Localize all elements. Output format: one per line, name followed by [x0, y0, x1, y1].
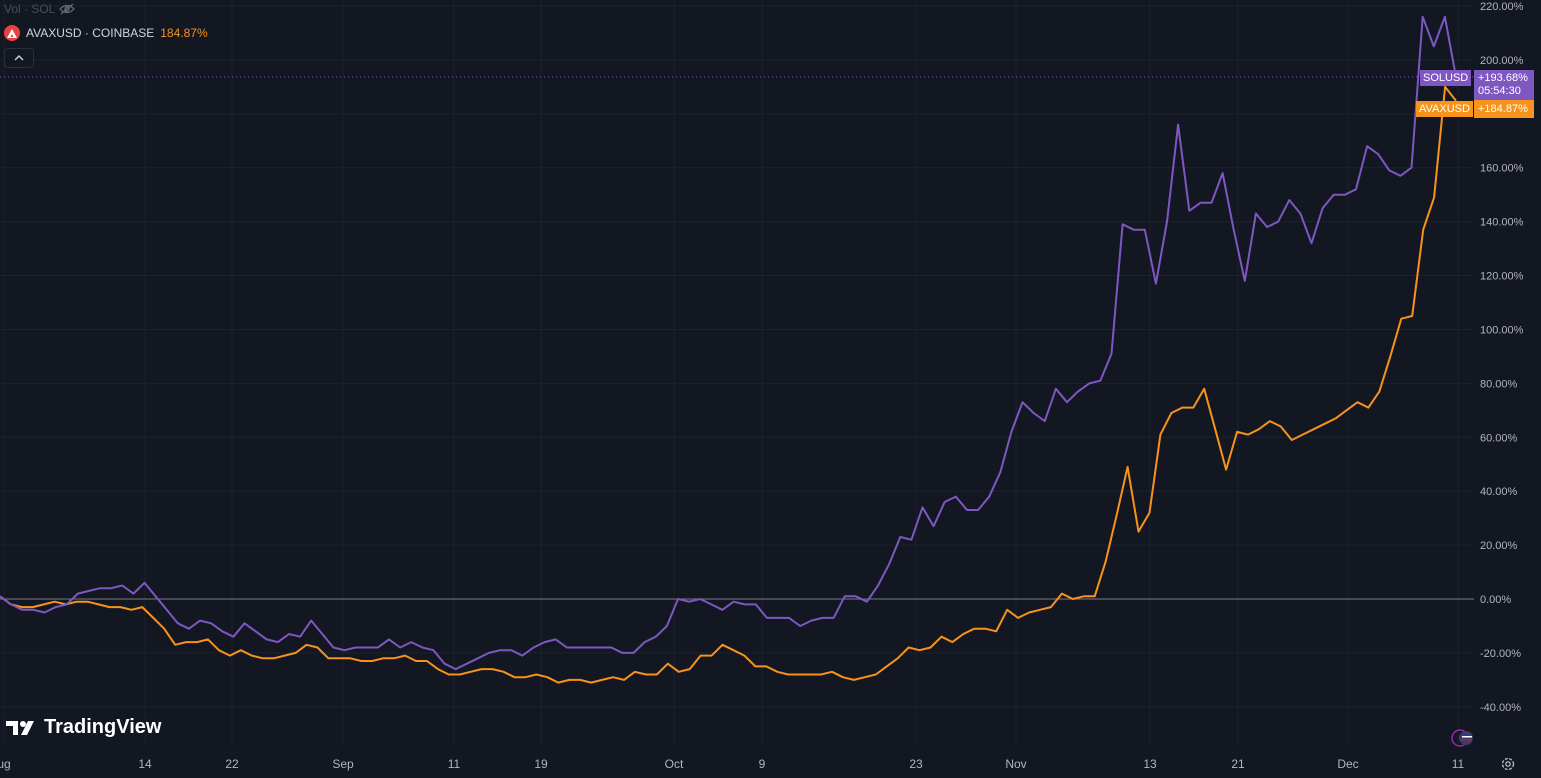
sol-value-label: +193.68% [1478, 72, 1528, 84]
symbol-legend[interactable]: AVAXUSD · COINBASE 184.87% [4, 25, 208, 41]
tradingview-brand[interactable]: TradingView [6, 716, 161, 739]
y-tick-label: 0.00% [1480, 594, 1511, 606]
x-tick-label: 14 [138, 757, 152, 771]
x-tick-label: Oct [665, 757, 684, 771]
y-tick-label: 160.00% [1480, 163, 1524, 175]
x-tick-label: 19 [534, 757, 548, 771]
x-tick-label: 23 [909, 757, 923, 771]
avax-logo-icon [4, 25, 20, 41]
y-tick-label: -20.00% [1480, 648, 1521, 660]
series-line-avaxusd[interactable] [0, 85, 1457, 684]
x-tick-label: 21 [1231, 757, 1245, 771]
chevron-up-icon [14, 55, 24, 61]
symbol-name: AVAXUSD · COINBASE [26, 26, 155, 40]
y-tick-label: 140.00% [1480, 217, 1524, 229]
x-axis[interactable]: ug 14 22 Sep 11 19 Oct 9 23 Nov 13 21 Dec 11 [0, 757, 1465, 771]
gear-icon[interactable] [1500, 756, 1516, 772]
y-tick-label: 40.00% [1480, 486, 1518, 498]
tradingview-logo-icon [6, 720, 34, 735]
x-tick-label: 9 [759, 757, 766, 771]
eye-crossed-icon[interactable] [59, 3, 76, 15]
x-tick-label: Nov [1005, 757, 1026, 771]
x-tick-label: 13 [1143, 757, 1157, 771]
x-tick-label: ug [0, 757, 11, 771]
avax-value-label: +184.87% [1478, 103, 1528, 115]
y-tick-label: 80.00% [1480, 378, 1518, 390]
y-tick-label: 220.00% [1480, 1, 1524, 13]
sol-symbol-label: SOLUSD [1423, 72, 1469, 84]
x-tick-label: Sep [332, 757, 354, 771]
avax-price-tag: +184.87% [1474, 100, 1534, 118]
sol-countdown-label: 05:54:30 [1478, 85, 1521, 97]
y-tick-label: 100.00% [1480, 324, 1524, 336]
x-tick-label: 11 [448, 757, 461, 771]
series-lines [0, 15, 1457, 684]
y-tick-label: 20.00% [1480, 540, 1518, 552]
flag-icon[interactable] [1450, 728, 1474, 748]
avax-symbol-label: AVAXUSD [1419, 103, 1470, 115]
avax-symbol-tag: AVAXUSD [1416, 101, 1473, 117]
collapse-legend-button[interactable] [4, 48, 34, 68]
y-tick-label: 200.00% [1480, 55, 1524, 67]
volume-legend: Vol · SOL [4, 2, 76, 16]
symbol-change: 184.87% [160, 26, 208, 40]
y-tick-label: 60.00% [1480, 432, 1518, 444]
x-tick-label: Dec [1337, 757, 1358, 771]
sol-price-tag: +193.68% 05:54:30 [1474, 70, 1534, 100]
x-tick-label: 22 [225, 757, 239, 771]
series-line-solusd[interactable] [0, 15, 1457, 671]
sol-symbol-tag: SOLUSD [1420, 70, 1472, 86]
grid-lines [0, 0, 1474, 745]
volume-label: Vol · SOL [4, 2, 56, 16]
y-tick-label: 120.00% [1480, 271, 1524, 283]
y-axis[interactable]: 220.00%200.00%180.00%160.00%140.00%120.0… [1480, 1, 1524, 714]
x-tick-label: 11 [1452, 757, 1465, 771]
brand-name: TradingView [44, 716, 162, 738]
y-tick-label: -40.00% [1480, 702, 1521, 714]
